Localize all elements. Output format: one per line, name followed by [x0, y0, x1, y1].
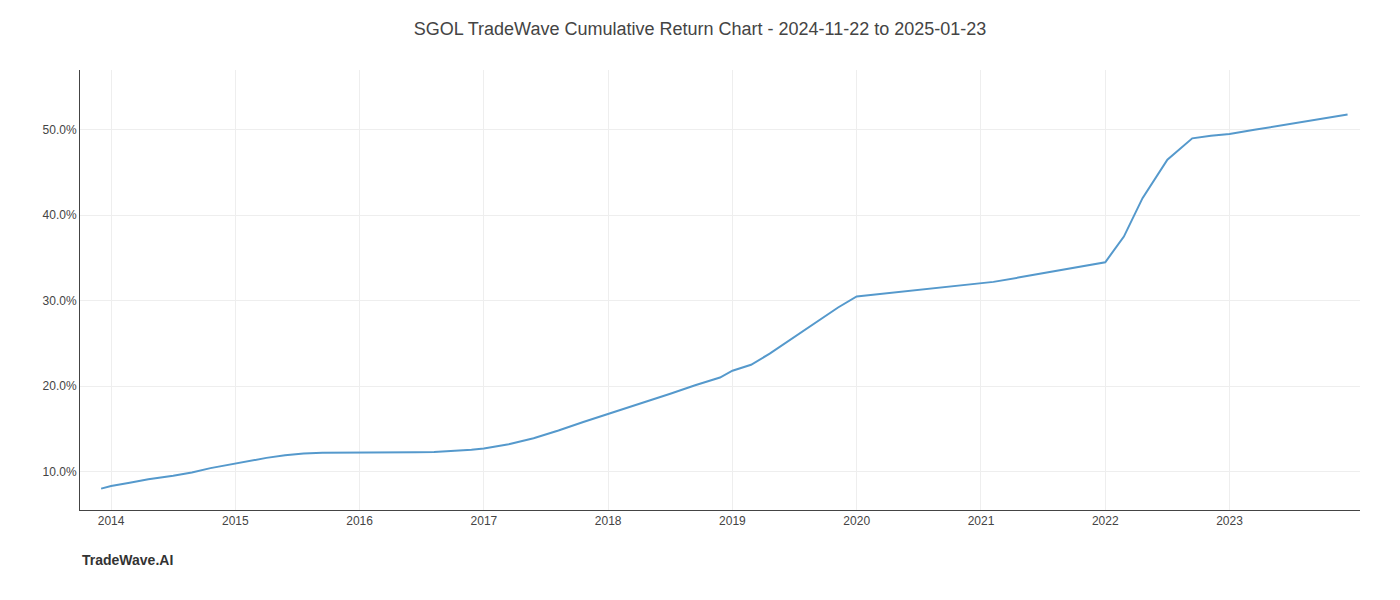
svg-text:40.0%: 40.0% — [43, 208, 77, 222]
svg-text:2017: 2017 — [471, 514, 498, 528]
svg-text:2018: 2018 — [595, 514, 622, 528]
svg-text:2016: 2016 — [346, 514, 373, 528]
svg-text:SGOL TradeWave Cumulative Retu: SGOL TradeWave Cumulative Return Chart -… — [414, 19, 987, 39]
svg-text:TradeWave.AI: TradeWave.AI — [82, 552, 173, 568]
svg-text:2019: 2019 — [719, 514, 746, 528]
svg-text:10.0%: 10.0% — [43, 465, 77, 479]
svg-text:20.0%: 20.0% — [43, 379, 77, 393]
svg-text:2022: 2022 — [1092, 514, 1119, 528]
svg-text:2020: 2020 — [843, 514, 870, 528]
svg-text:2014: 2014 — [98, 514, 125, 528]
svg-text:50.0%: 50.0% — [43, 123, 77, 137]
svg-text:2015: 2015 — [222, 514, 249, 528]
svg-text:2021: 2021 — [968, 514, 995, 528]
svg-text:2023: 2023 — [1216, 514, 1243, 528]
svg-text:30.0%: 30.0% — [43, 294, 77, 308]
